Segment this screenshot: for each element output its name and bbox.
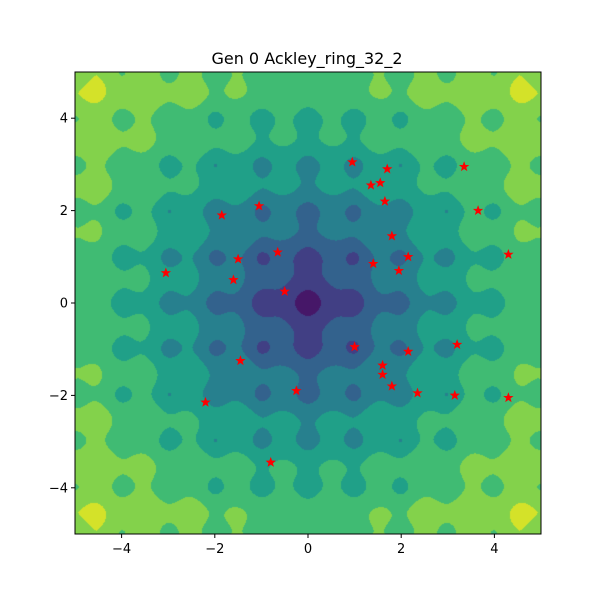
scatter-point xyxy=(347,156,358,167)
scatter-point xyxy=(451,339,463,350)
scatter-point xyxy=(377,369,388,380)
scatter-point xyxy=(375,177,386,188)
y-tick-label: 2 xyxy=(60,204,68,219)
plot-area xyxy=(75,72,541,534)
scatter-point xyxy=(349,341,360,352)
scatter-point xyxy=(235,355,246,366)
scatter-point xyxy=(449,389,460,400)
chart-title: Gen 0 Ackley_ring_32_2 xyxy=(211,49,402,69)
scatter-point xyxy=(412,387,423,398)
scatter-point xyxy=(272,246,283,257)
scatter-point xyxy=(386,230,398,241)
scatter-markers xyxy=(160,156,514,467)
x-tick-label: 4 xyxy=(490,542,498,557)
scatter-point xyxy=(377,359,388,370)
scatter-point xyxy=(402,346,414,356)
y-tick-label: 4 xyxy=(60,112,68,127)
scatter-point xyxy=(291,385,302,396)
scatter-point xyxy=(279,285,290,296)
scatter-point xyxy=(393,265,405,276)
scatter-point xyxy=(365,179,377,190)
scatter-point xyxy=(265,456,276,467)
scatter-point xyxy=(228,274,239,285)
scatter-point xyxy=(382,163,393,174)
scatter-point xyxy=(160,267,172,278)
scatter-point xyxy=(232,253,244,264)
axes: −4 −2 0 2 4 −4 −2 0 2 4 xyxy=(49,71,542,557)
scatter-point xyxy=(472,205,484,216)
scatter-point xyxy=(368,258,379,269)
y-tick-label: 0 xyxy=(60,297,68,312)
scatter-point xyxy=(386,380,398,391)
scatter-point xyxy=(458,161,470,172)
scatter-point xyxy=(503,249,514,259)
scatter-point xyxy=(200,396,211,407)
x-tick-label: 0 xyxy=(304,542,312,557)
contour-fill xyxy=(75,72,541,534)
y-tick-label: −4 xyxy=(49,481,68,496)
x-tick-label: −2 xyxy=(205,542,224,557)
x-tick-label: 2 xyxy=(397,542,405,557)
scatter-point xyxy=(379,195,391,206)
scatter-point xyxy=(253,200,265,211)
scatter-point xyxy=(216,209,227,220)
scatter-point xyxy=(503,392,514,403)
y-tick-label: −2 xyxy=(49,389,68,404)
scatter-point xyxy=(402,251,414,262)
x-tick-label: −4 xyxy=(112,542,131,557)
